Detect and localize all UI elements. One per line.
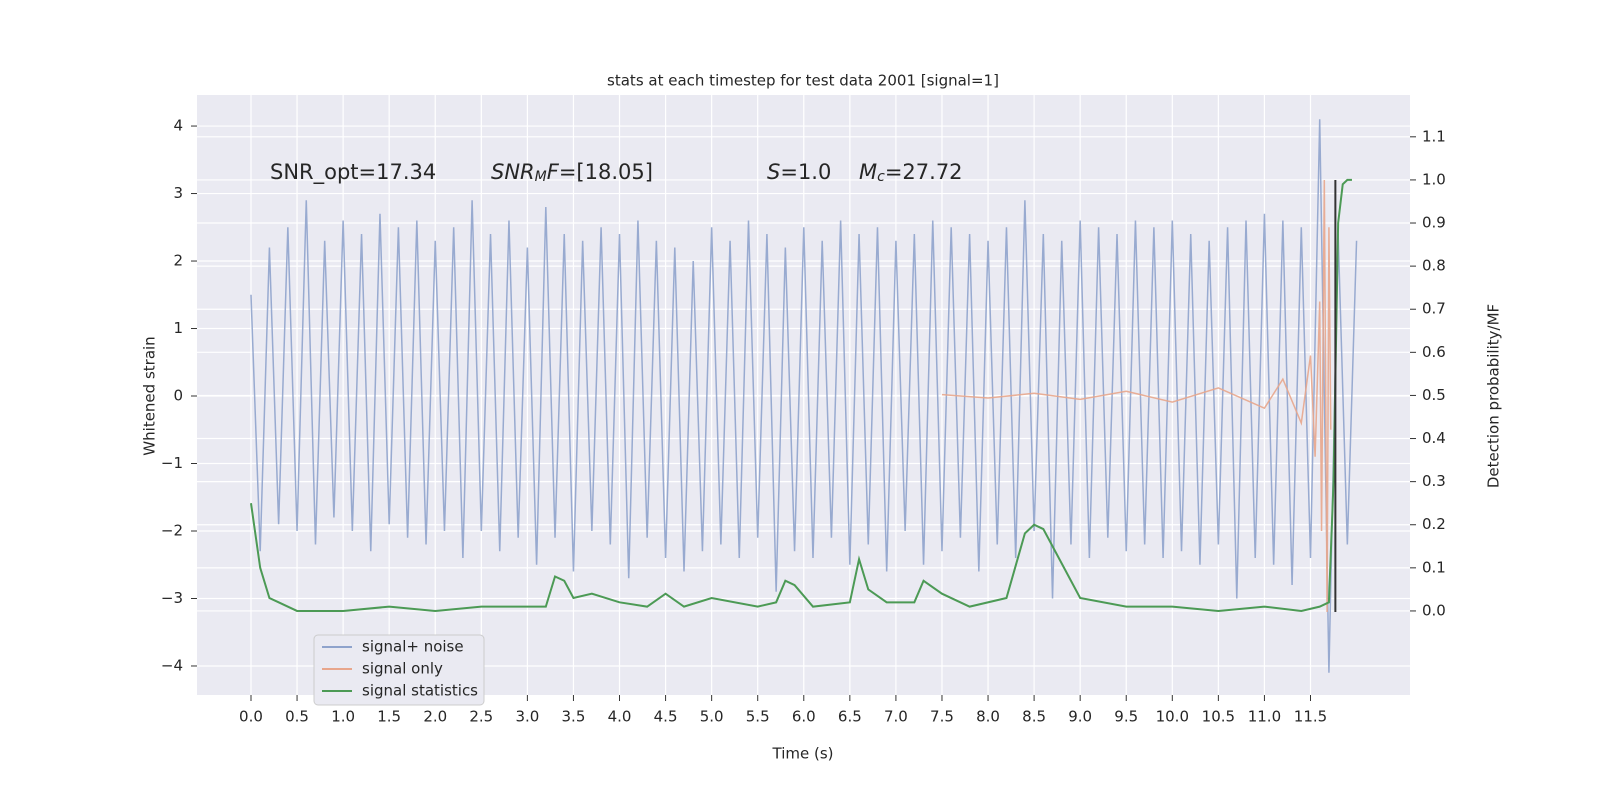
y2-tick-label: 0.3	[1422, 472, 1446, 490]
annotation-part: S	[767, 160, 780, 184]
y2-tick-label: 1.0	[1422, 170, 1446, 188]
y2-axis-label: Detection probability/MF	[1485, 304, 1503, 488]
annotation-part: c	[877, 169, 885, 185]
x-tick-label: 9.5	[1114, 708, 1138, 726]
annotation-part: SNR	[491, 160, 535, 184]
y-axis-label: Whitened strain	[141, 336, 159, 455]
annotation-part: =27.72	[885, 160, 963, 184]
x-tick-label: 10.5	[1202, 708, 1235, 726]
x-tick-label: 5.0	[700, 708, 724, 726]
y2-tick-label: 0.0	[1422, 601, 1446, 619]
annotation-part: F	[547, 160, 560, 184]
annotation-part: M	[535, 169, 547, 185]
legend-label: signal+ noise	[362, 638, 464, 656]
annotation: SNRMF=[18.05]	[491, 160, 653, 185]
y-tick-label: −3	[161, 589, 183, 607]
x-tick-label: 6.0	[792, 708, 816, 726]
x-tick-label: 1.0	[331, 708, 355, 726]
x-tick-label: 9.0	[1068, 708, 1092, 726]
y2-tick-label: 0.1	[1422, 558, 1446, 576]
y-tick-label: −4	[161, 656, 183, 674]
y2-tick-label: 1.1	[1422, 127, 1446, 145]
y2-tick-label: 0.5	[1422, 386, 1446, 404]
x-tick-label: 11.5	[1294, 708, 1327, 726]
x-tick-label: 0.0	[239, 708, 263, 726]
x-tick-label: 11.0	[1248, 708, 1281, 726]
annotation: S=1.0	[767, 160, 831, 184]
x-tick-label: 2.0	[423, 708, 447, 726]
series-line	[250, 119, 1358, 673]
series-line	[249, 178, 1352, 612]
y2-tick-label: 0.6	[1422, 343, 1446, 361]
annotation-part: SNR_opt=17.34	[270, 160, 436, 185]
x-tick-label: 7.5	[930, 708, 954, 726]
annotation-part: =[18.05]	[559, 160, 653, 184]
y-tick-label: −1	[161, 454, 183, 472]
y2-tick-label: 0.7	[1422, 300, 1446, 318]
legend: signal+ noise signal only signal statistic…	[313, 634, 485, 706]
y-tick-label: 4	[173, 117, 183, 135]
x-tick-label: 2.5	[469, 708, 493, 726]
x-tick-label: 3.5	[562, 708, 586, 726]
x-tick-label: 5.5	[746, 708, 770, 726]
y-tick-label: 2	[173, 252, 183, 270]
legend-label: signal only	[362, 660, 443, 678]
x-tick-label: 6.5	[838, 708, 862, 726]
y2-tick-label: 0.4	[1422, 429, 1446, 447]
x-tick-label: 8.0	[976, 708, 1000, 726]
y-tick-label: 0	[173, 387, 183, 405]
annotation-part: =1.0	[780, 160, 831, 184]
x-tick-label: 3.0	[515, 708, 539, 726]
series-line	[941, 180, 1332, 612]
legend-box	[313, 634, 485, 706]
y2-tick-label: 0.2	[1422, 515, 1446, 533]
x-axis-label: Time (s)	[772, 745, 834, 763]
annotation-part: M	[859, 160, 877, 184]
x-tick-label: 7.0	[884, 708, 908, 726]
x-tick-label: 8.5	[1022, 708, 1046, 726]
y-tick-label: 1	[173, 319, 183, 337]
x-tick-label: 0.5	[285, 708, 309, 726]
x-tick-label: 4.5	[654, 708, 678, 726]
legend-label: signal statistics	[362, 682, 478, 700]
y2-tick-label: 0.9	[1422, 214, 1446, 232]
x-tick-label: 1.5	[377, 708, 401, 726]
y-tick-label: 3	[173, 184, 183, 202]
chart-title: stats at each timestep for test data 200…	[607, 72, 999, 90]
y2-tick-label: 0.8	[1422, 257, 1446, 275]
annotation: Mc=27.72	[859, 160, 963, 185]
x-tick-label: 10.0	[1156, 708, 1189, 726]
y-tick-label: −2	[161, 521, 183, 539]
annotation: SNR_opt=17.34	[270, 160, 436, 185]
x-tick-label: 4.0	[608, 708, 632, 726]
